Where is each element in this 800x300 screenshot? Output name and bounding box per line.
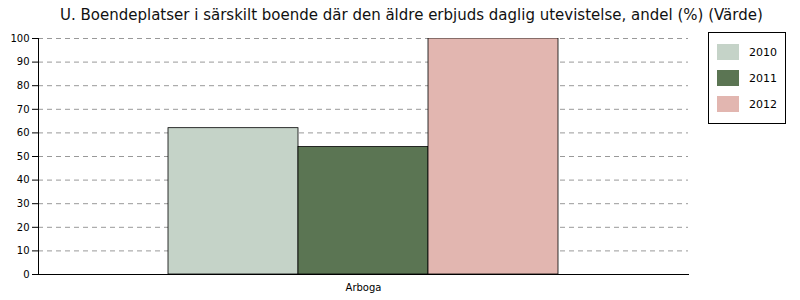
svg-text:Arboga: Arboga <box>346 282 382 293</box>
svg-text:100: 100 <box>10 33 29 44</box>
html-text:2011: 2011 <box>749 71 777 85</box>
svg-text:80: 80 <box>17 80 30 91</box>
svg-text:40: 40 <box>17 174 30 185</box>
svg-text:30: 30 <box>17 198 30 209</box>
svg-text:90: 90 <box>17 56 30 67</box>
svg-text:20: 20 <box>17 222 30 233</box>
html-text:2012: 2012 <box>749 97 777 111</box>
svg-text:10: 10 <box>17 245 30 256</box>
html-text:2010: 2010 <box>749 45 777 59</box>
html-text:U. Boendeplatser i särskilt bo: U. Boendeplatser i särskilt boende där d… <box>60 6 763 24</box>
svg-text:0: 0 <box>23 269 29 280</box>
svg-text:50: 50 <box>17 151 30 162</box>
svg-text:60: 60 <box>17 127 30 138</box>
svg-text:70: 70 <box>17 104 30 115</box>
